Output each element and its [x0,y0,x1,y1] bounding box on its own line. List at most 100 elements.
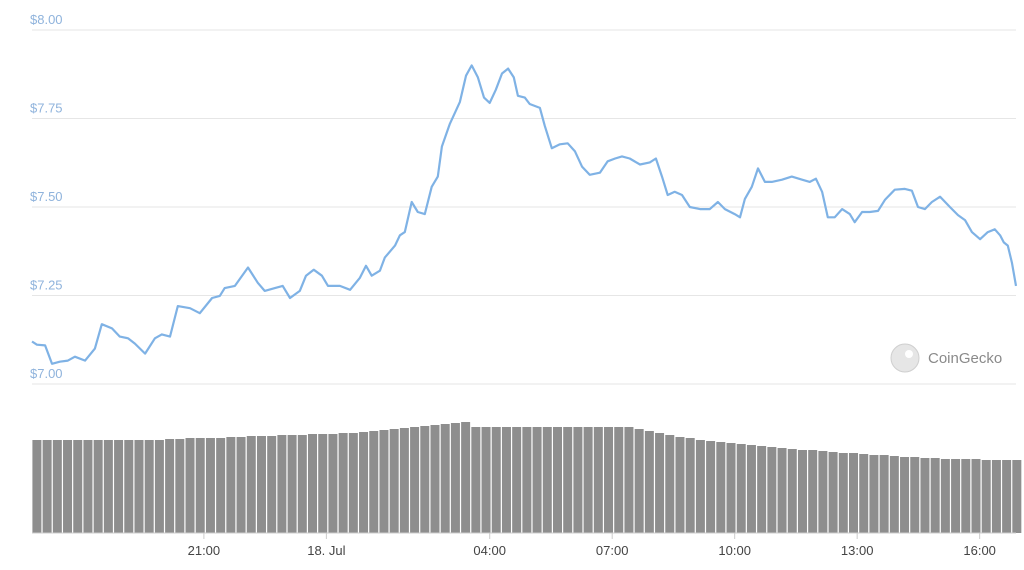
volume-bar [644,431,654,533]
volume-bar [1012,460,1022,533]
volume-bar [828,452,838,533]
volume-bar [573,427,583,533]
y-tick-label: $7.25 [30,278,63,293]
volume-bar [695,440,705,533]
watermark-text: CoinGecko [928,350,1002,367]
volume-bar [328,434,338,533]
volume-bar [746,445,756,533]
price-line [31,64,1018,365]
volume-bar [175,439,185,533]
volume-bar [42,440,52,533]
x-tick-label: 18. Jul [307,543,345,558]
volume-bar [655,433,665,533]
volume-bar [940,459,950,533]
volume-bar [410,427,420,533]
volume-bar [563,427,573,533]
volume-bar [991,460,1001,533]
volume-bar [246,436,256,533]
volume-bar [216,438,226,533]
volume-bar [961,459,971,533]
volume-bar [552,427,562,533]
volume-bar [103,440,113,533]
volume-bar [450,423,460,533]
volume-bar [154,440,164,533]
volume-bar [542,427,552,533]
x-tick-label: 21:00 [188,543,221,558]
volume-bar [195,438,205,533]
x-tick-label: 04:00 [473,543,506,558]
volume-bar [52,440,62,533]
volume-bar [889,456,899,533]
volume-bar [440,424,450,533]
volume-bar [879,455,889,533]
volume-bar [461,422,471,533]
volume-bar [205,438,215,533]
volume-bar [185,438,195,533]
volume-bar [624,427,634,533]
volume-bar [420,426,430,533]
volume-bar [767,447,777,533]
volume-bar [318,434,328,533]
volume-bar [512,427,522,533]
volume-bar [144,440,154,533]
volume-bar [32,440,42,533]
volume-bar [665,435,675,533]
volume-bar [900,457,910,533]
volume-bar [399,428,409,533]
volume-bar [236,437,246,533]
volume-bar [308,434,318,533]
volume-bar [63,440,73,533]
volume-bar [910,457,920,533]
x-tick-label: 16:00 [963,543,996,558]
volume-bar [124,440,134,533]
volume-bar [849,453,859,533]
watermark-logo [890,343,920,373]
volume-bar [706,441,716,533]
volume-bar [226,437,236,533]
volume-bar [471,427,481,533]
volume-bar [634,429,644,533]
volume-bar [797,450,807,533]
watermark: CoinGecko [890,343,1002,373]
volume-bar [604,427,614,533]
volume-bar [757,446,767,533]
volume-bar [134,440,144,533]
volume-bar [256,436,266,533]
volume-bar [114,440,124,533]
volume-bar [522,427,532,533]
volume-bar [93,440,103,533]
volume-bar [736,444,746,533]
volume-bar [818,451,828,533]
volume-bar [838,453,848,533]
volume-bar [532,427,542,533]
volume-bar [593,427,603,533]
volume-bar [379,430,389,533]
volume-bar [491,427,501,533]
volume-bar [83,440,93,533]
y-tick-label: $7.50 [30,189,63,204]
volume-bar [73,440,83,533]
volume-bar [920,458,930,533]
volume-bar [787,449,797,533]
volume-bar [481,427,491,533]
y-tick-label: $8.00 [30,12,63,27]
volume-bar [869,455,879,533]
volume-bar [930,458,940,533]
volume-bar [430,425,440,533]
volume-bar [726,443,736,533]
volume-bar [808,450,818,533]
volume-bar [583,427,593,533]
volume-bar [685,438,695,533]
volume-bar [1002,460,1012,533]
volume-bar [971,459,981,533]
x-tick-label: 10:00 [718,543,751,558]
volume-bar [338,433,348,533]
volume-bar [951,459,961,533]
volume-bar [777,448,787,533]
volume-bar [369,431,379,533]
volume-bar [981,460,991,533]
y-tick-label: $7.75 [30,101,63,116]
volume-bar [287,435,297,533]
x-tick-label: 13:00 [841,543,874,558]
